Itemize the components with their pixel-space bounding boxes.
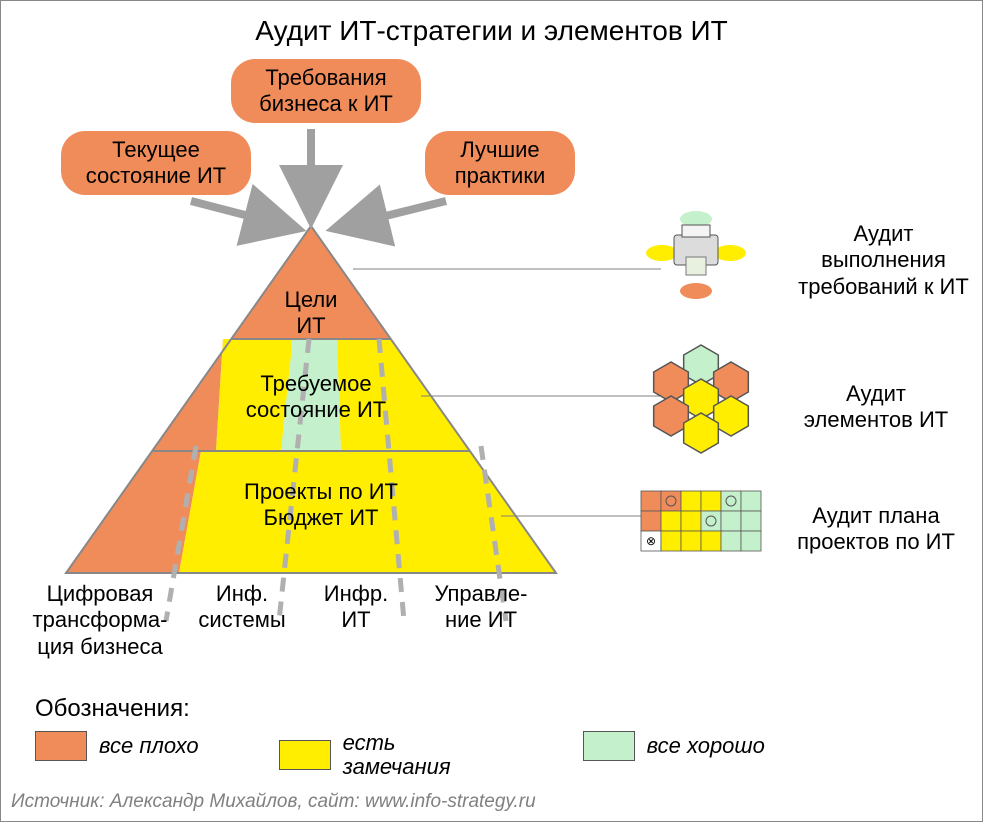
legend-label: есть замечания [343, 731, 503, 779]
bubble-requirements: Требования бизнеса к ИТ [231, 59, 421, 123]
bubble-current-state: Текущее состояние ИТ [61, 131, 251, 195]
base-label-infra: Инфр. ИТ [311, 581, 401, 634]
pyramid-label-projects-budget: Проекты по ИТБюджет ИТ [221, 479, 421, 532]
legend-label: все хорошо [647, 734, 765, 758]
source-attribution: Источник: Александр Михайлов, сайт: www.… [11, 791, 536, 813]
legend-swatch [583, 731, 635, 761]
legend-item: есть замечания [279, 731, 503, 779]
legend-swatch [35, 731, 87, 761]
hexagon-cluster-icon [654, 345, 749, 453]
right-label-audit-elements: Аудит элементов ИТ [791, 381, 961, 434]
bubble-best-practices: Лучшие практики [425, 131, 575, 195]
legend-item: все плохо [35, 731, 199, 761]
legend-swatch [279, 740, 331, 770]
legend: Обозначения: все плохо есть замечания все … [35, 695, 962, 779]
right-label-audit-requirements: Аудит выполнения требований к ИТ [791, 221, 976, 300]
legend-title: Обозначения: [35, 695, 962, 723]
base-label-systems: Инф. системы [187, 581, 297, 634]
pyramid-label-required-state: Требуемое состояние ИТ [236, 371, 396, 424]
printer-traffic-light-icon [646, 211, 746, 299]
svg-text:⊗: ⊗ [646, 534, 656, 548]
legend-label: все плохо [99, 734, 199, 758]
legend-item: все хорошо [583, 731, 765, 761]
base-label-digital: Цифровая трансформа-ция бизнеса [25, 581, 175, 660]
pyramid-label-goals: Цели ИТ [271, 287, 351, 340]
project-grid-icon: ⊗ [641, 491, 761, 551]
right-label-audit-projects: Аудит плана проектов по ИТ [791, 503, 961, 556]
base-label-management: Управле-ние ИТ [421, 581, 541, 634]
